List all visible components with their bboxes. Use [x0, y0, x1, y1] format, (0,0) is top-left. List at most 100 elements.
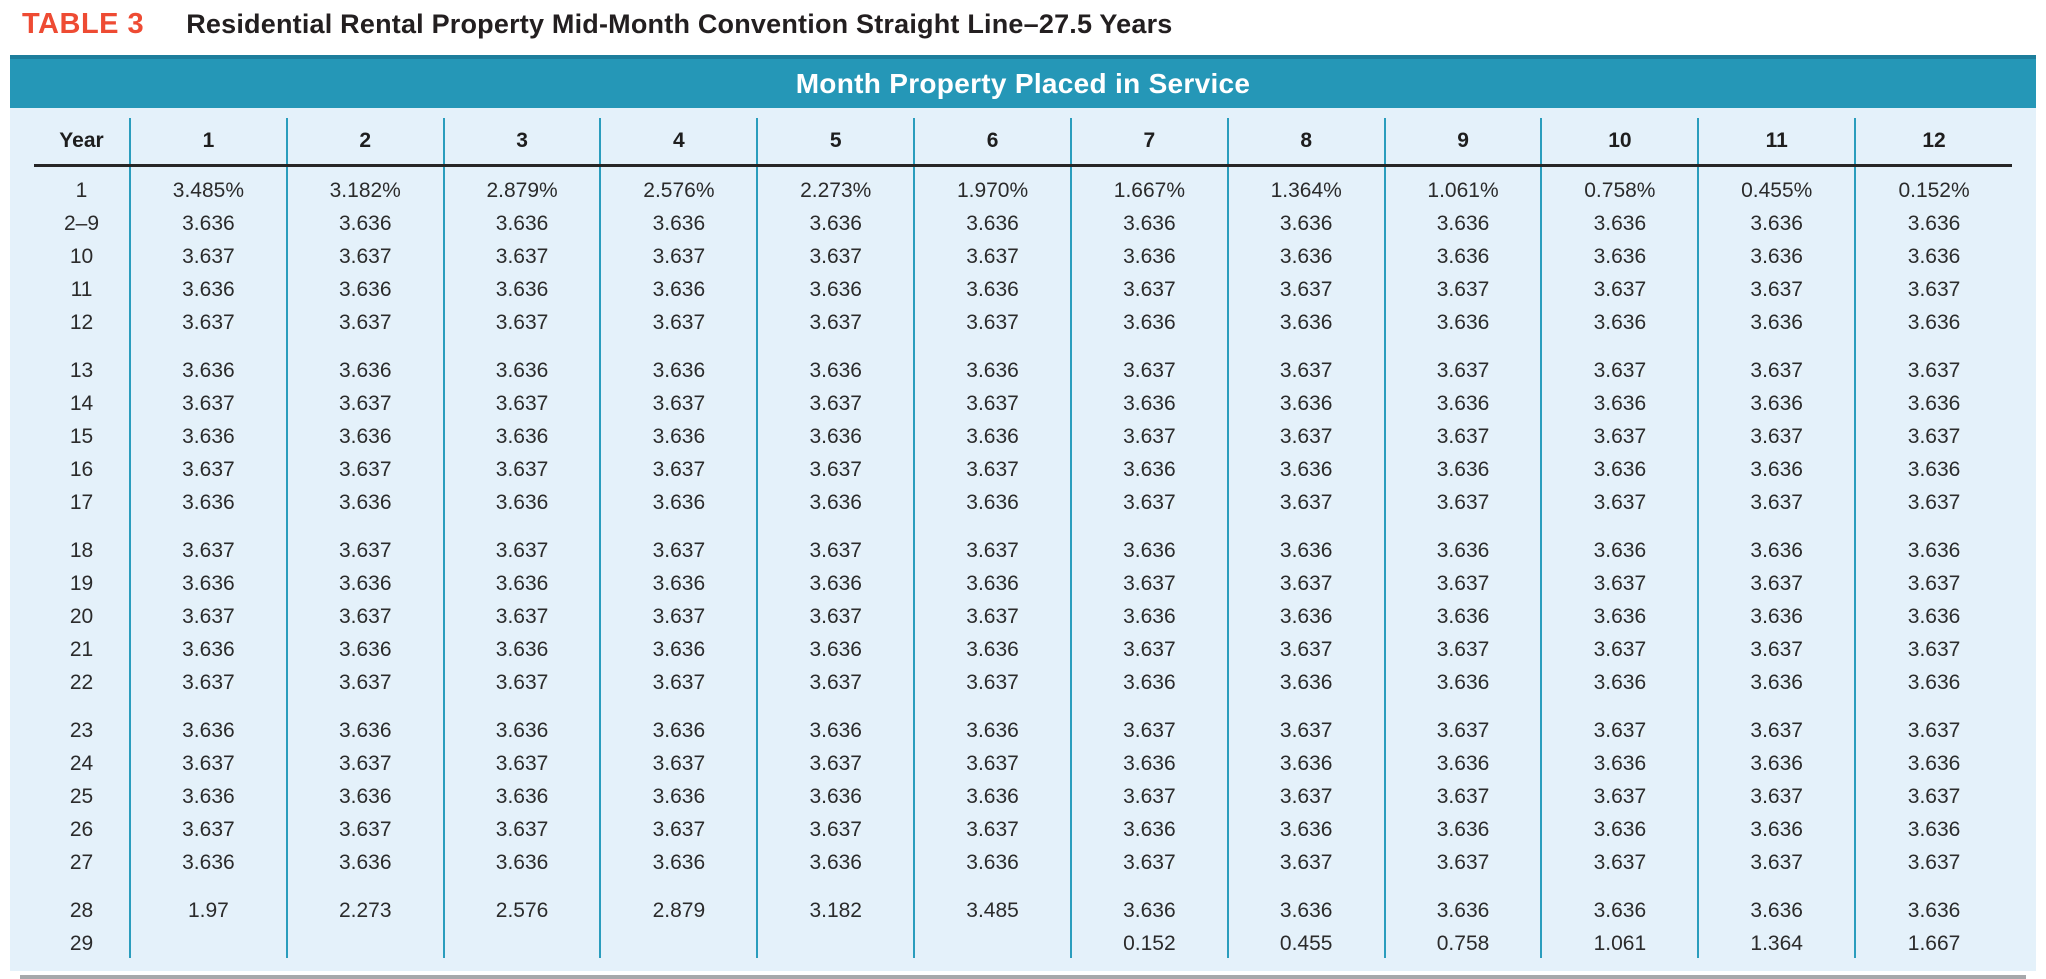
month-column-header: 4 [599, 118, 758, 167]
rate-cell: 3.637 [129, 598, 287, 631]
depreciation-table-container: Month Property Placed in Service Year 1 2 3… [10, 55, 2036, 979]
rate-cell: 3.637 [756, 664, 915, 697]
rate-cell: 3.637 [1854, 337, 2012, 385]
rate-cell: 3.636 [1226, 517, 1385, 565]
rate-cell: 3.636 [599, 484, 758, 517]
rate-cell: 3.637 [129, 304, 287, 337]
rate-cell: 2.879 [599, 877, 758, 925]
rate-cell: 3.636 [1069, 205, 1228, 238]
rate-cell: 3.636 [1383, 598, 1542, 631]
rate-cell: 3.636 [599, 565, 758, 598]
rate-cell: 3.636 [129, 418, 287, 451]
year-cell: 2–9 [63, 212, 100, 235]
rate-cell: 3.637 [1069, 565, 1228, 598]
year-cell: 15 [69, 425, 94, 448]
rate-cell: 3.637 [1854, 418, 2012, 451]
rate-cell: 3.637 [1540, 697, 1699, 745]
table-number-label: TABLE 3 [22, 8, 145, 40]
rate-cell: 3.636 [285, 844, 444, 877]
rate-cell: 3.636 [599, 418, 758, 451]
year-cell: 14 [69, 392, 94, 415]
rate-cell: 3.637 [913, 304, 1071, 337]
rate-cell: 3.637 [1383, 565, 1542, 598]
table-body-area: Year 1 2 3 4 5 6 7 8 9 10 11 12 1 3.485% 3.182% 2.879% 2… [10, 108, 2036, 971]
rate-cell: 3.636 [913, 484, 1071, 517]
rate-cell: 3.637 [756, 385, 915, 418]
rate-cell: 3.636 [756, 205, 915, 238]
rate-cell: 3.637 [1383, 778, 1542, 811]
rate-cell: 3.637 [1697, 844, 1856, 877]
rate-cell: 3.636 [1383, 745, 1542, 778]
year-cell: 12 [69, 311, 94, 334]
table-row: 28 1.97 2.273 2.576 2.879 3.182 3.485 3.636 3.63… [34, 877, 2012, 925]
bottom-edge-bar [20, 975, 2026, 979]
rate-cell: 3.637 [1540, 778, 1699, 811]
year-cell: 13 [69, 359, 94, 382]
rate-cell: 3.636 [1697, 238, 1856, 271]
rate-cell: 3.637 [913, 517, 1071, 565]
rate-cell: 3.637 [1383, 418, 1542, 451]
rate-cell: 2.576% [599, 165, 758, 205]
month-column-header: 9 [1383, 118, 1542, 167]
table-row: 14 3.637 3.637 3.637 3.637 3.637 3.637 3.636 3.6… [34, 385, 2012, 418]
rate-cell: 3.637 [442, 664, 601, 697]
rate-cell: 3.637 [442, 238, 601, 271]
rate-cell: 3.637 [442, 811, 601, 844]
rate-cell: 3.636 [599, 337, 758, 385]
rate-cell: 3.636 [1854, 385, 2012, 418]
rate-cell: 3.636 [442, 337, 601, 385]
rate-cell: 3.636 [1697, 811, 1856, 844]
rate-cell: 3.637 [1069, 271, 1228, 304]
rate-cell: 3.637 [442, 745, 601, 778]
rate-cell: 3.637 [1383, 337, 1542, 385]
rate-cell: 2.576 [442, 877, 601, 925]
rate-cell: 3.637 [1697, 565, 1856, 598]
rate-cell: 0.758% [1540, 165, 1699, 205]
rate-cell: 3.637 [1383, 271, 1542, 304]
year-cell: 20 [69, 605, 94, 628]
rate-cell: 3.636 [442, 631, 601, 664]
rate-cell: 1.061 [1540, 925, 1699, 958]
rate-cell: 3.636 [1854, 451, 2012, 484]
rate-cell: 3.637 [599, 385, 758, 418]
rate-cell: 3.637 [1854, 844, 2012, 877]
rate-cell: 0.455 [1226, 925, 1385, 958]
rate-cell: 3.637 [599, 664, 758, 697]
rate-cell: 3.636 [1069, 385, 1228, 418]
rate-cell: 3.636 [1697, 205, 1856, 238]
rate-cell: 3.637 [1069, 631, 1228, 664]
rate-cell: 3.636 [913, 844, 1071, 877]
rate-cell: 3.637 [913, 598, 1071, 631]
rate-cell: 3.637 [1540, 484, 1699, 517]
rate-cell: 3.636 [913, 565, 1071, 598]
table-row: 23 3.636 3.636 3.636 3.636 3.636 3.636 3.637 3.6… [34, 697, 2012, 745]
rate-cell: 3.637 [1226, 844, 1385, 877]
rate-cell: 3.637 [1226, 484, 1385, 517]
table-row: 2–9 3.636 3.636 3.636 3.636 3.636 3.636 3.636 3.… [34, 205, 2012, 238]
month-column-header: 12 [1854, 118, 2012, 167]
rate-cell: 3.182% [285, 165, 444, 205]
rate-cell: 3.636 [1226, 385, 1385, 418]
rate-cell: 3.637 [599, 304, 758, 337]
rate-cell: 3.636 [442, 205, 601, 238]
rate-cell: 3.636 [599, 844, 758, 877]
rate-cell: 3.636 [1854, 238, 2012, 271]
rate-cell: 3.636 [1697, 385, 1856, 418]
rate-cell: 3.636 [1540, 745, 1699, 778]
rate-cell: 3.636 [1226, 451, 1385, 484]
rate-cell: 3.636 [285, 631, 444, 664]
rate-cell: 3.636 [1226, 304, 1385, 337]
rate-cell: 3.637 [285, 517, 444, 565]
table-row: 20 3.637 3.637 3.637 3.637 3.637 3.637 3.636 3.6… [34, 598, 2012, 631]
rate-cell: 3.637 [1069, 697, 1228, 745]
rate-cell: 3.636 [913, 418, 1071, 451]
rate-cell: 3.637 [442, 451, 601, 484]
rate-cell: 3.637 [1226, 271, 1385, 304]
table-row: 16 3.637 3.637 3.637 3.637 3.637 3.637 3.636 3.6… [34, 451, 2012, 484]
rate-cell: 3.636 [1226, 664, 1385, 697]
rate-cell: 3.637 [1226, 631, 1385, 664]
rate-cell: 3.636 [1854, 205, 2012, 238]
rate-cell: 3.637 [285, 304, 444, 337]
rate-cell: 3.637 [1540, 565, 1699, 598]
rate-cell: 3.636 [599, 271, 758, 304]
